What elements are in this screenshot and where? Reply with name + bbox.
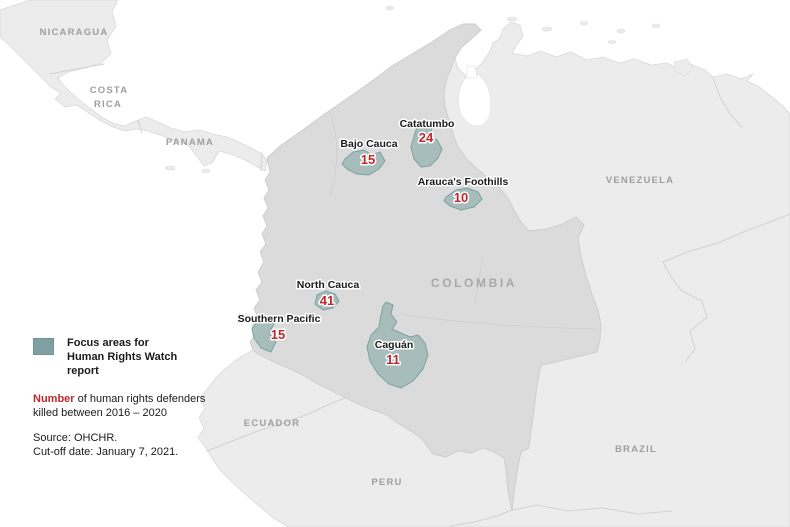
country-label-venezuela: VENEZUELA — [606, 175, 674, 186]
legend-title-line2: Human Rights Watch — [67, 351, 178, 363]
island — [201, 168, 211, 174]
border-panama-colombia — [260, 151, 263, 172]
number-note-rest: of human rights defenders — [74, 393, 206, 405]
border-venezuela-guyana — [712, 77, 743, 128]
country-colombia — [249, 23, 602, 511]
region-count-southern-pacific: 15 — [271, 327, 285, 342]
landmass-central-america — [0, 0, 268, 172]
border-costarica-panama — [137, 119, 143, 134]
region-count-north-cauca: 41 — [320, 293, 334, 308]
country-label-nicaragua: NICARAGUA — [40, 27, 109, 38]
legend-title: Focus areas for Human Rights Watch repor… — [67, 336, 177, 378]
department-border-line — [474, 255, 484, 304]
border-peru-brazil — [511, 504, 673, 515]
region-label-bajo-cauca: Bajo Cauca — [340, 138, 397, 150]
region-label-arauca-foothills: Arauca's Foothills — [418, 176, 509, 188]
border-nicaragua-costarica — [49, 63, 105, 75]
country-label-costa-rica-line2: RICA — [94, 99, 122, 110]
country-label-ecuador: ECUADOR — [244, 418, 300, 429]
island — [616, 28, 626, 34]
region-label-caguan: Caguán — [375, 339, 414, 351]
border-peru-south — [449, 509, 513, 527]
focus-area-caguan — [366, 301, 429, 389]
island — [385, 5, 395, 11]
region-count-caguan: 11 — [386, 352, 400, 367]
region-count-arauca-foothills: 10 — [454, 190, 468, 205]
focus-area-southern-pacific — [251, 316, 277, 353]
focus-area-catatumbo — [410, 122, 443, 168]
legend-title-line3: report — [67, 365, 99, 377]
legend-number-note: Number of human rights defenders killed … — [33, 393, 205, 420]
lake-maracaibo — [458, 72, 492, 127]
department-border-line — [329, 111, 338, 197]
focus-area-north-cauca — [314, 290, 340, 311]
region-count-catatumbo: 24 — [419, 130, 434, 145]
number-highlight: Number — [33, 393, 75, 405]
island — [541, 26, 553, 32]
legend-title-line1: Focus areas for — [67, 337, 149, 349]
region-label-southern-pacific: Southern Pacific — [238, 313, 321, 325]
island — [579, 20, 589, 26]
country-label-panama: PANAMA — [166, 137, 214, 148]
country-label-peru: PERU — [371, 477, 402, 488]
island — [164, 165, 176, 171]
focus-area-arauca-foothills — [443, 187, 483, 211]
island — [607, 40, 617, 44]
focus-area-swatch — [33, 338, 54, 355]
department-border-line — [399, 313, 598, 330]
country-label-brazil: BRAZIL — [615, 444, 657, 455]
lake-maracaibo-strait — [465, 65, 478, 79]
source-line: Source: OHCHR. — [33, 432, 118, 444]
legend-source: Source: OHCHR. Cut-off date: January 7, … — [33, 432, 178, 459]
cutoff-line: Cut-off date: January 7, 2021. — [33, 445, 179, 458]
region-label-north-cauca: North Cauca — [297, 279, 360, 291]
legend-number-note-line1: Number of human rights defenders — [33, 393, 205, 407]
focus-area-bajo-cauca — [341, 149, 386, 176]
region-count-bajo-cauca: 15 — [361, 152, 375, 167]
legend-number-note-line2: killed between 2016 – 2020 — [33, 406, 167, 419]
border-brazil-venezuela-south — [662, 261, 708, 362]
island — [506, 16, 518, 22]
region-label-catatumbo: Catatumbo — [400, 118, 455, 130]
country-label-costa-rica-line1: COSTA — [90, 85, 129, 96]
island — [651, 23, 661, 29]
border-venezuela-brazil — [662, 213, 790, 263]
island-trinidad — [673, 58, 694, 77]
country-label-colombia: COLOMBIA — [431, 276, 517, 290]
